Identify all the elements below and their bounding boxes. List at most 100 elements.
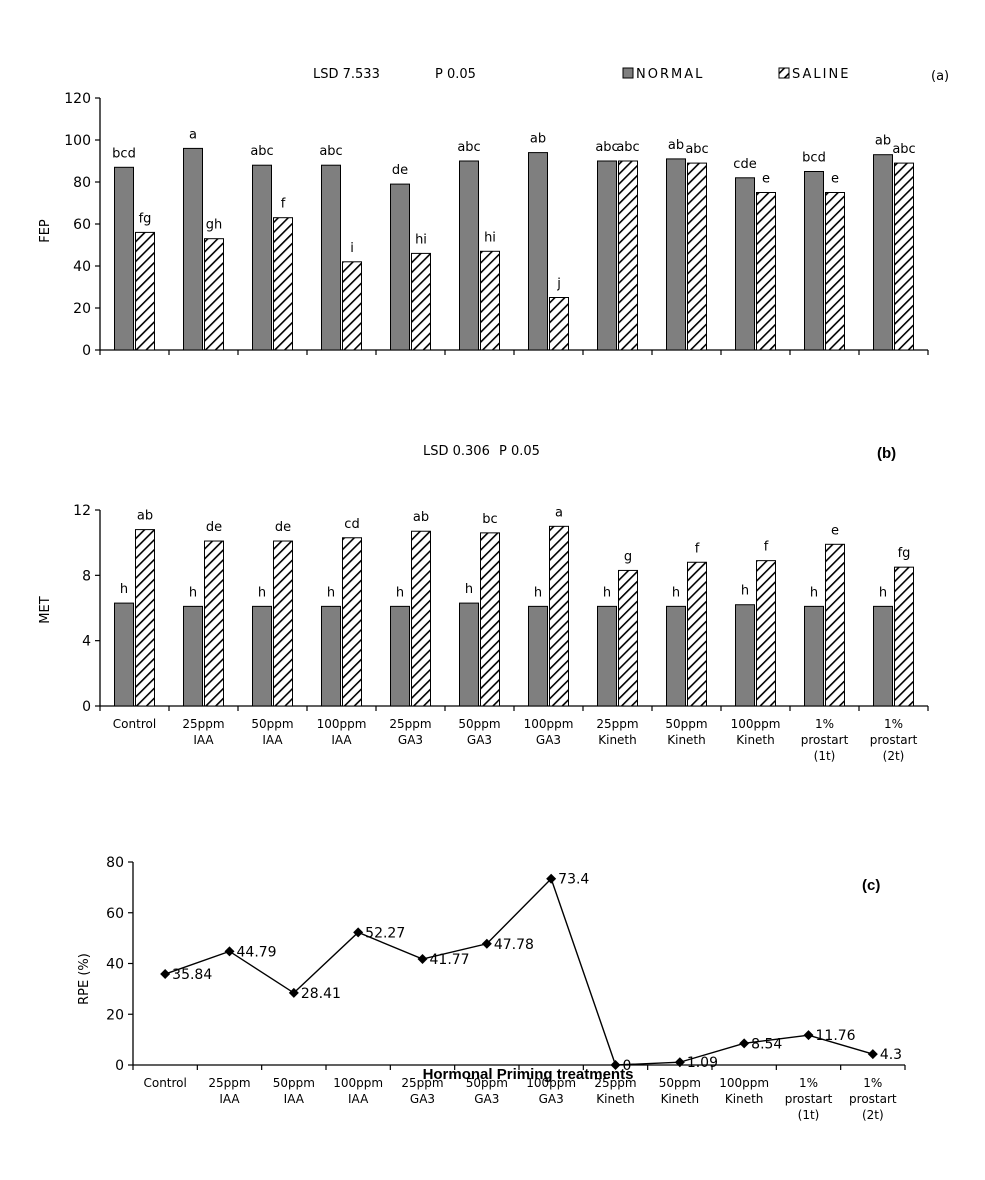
- bar-saline: [756, 560, 776, 707]
- y-tick-label: 80: [106, 855, 124, 871]
- y-tick-label: 0: [82, 699, 91, 715]
- bar-normal: [321, 164, 341, 351]
- data-label: 41.77: [430, 952, 470, 968]
- bar-label-saline: de: [275, 520, 291, 535]
- lsd-text-b: LSD 0.306: [423, 444, 490, 459]
- data-point-marker: [739, 1038, 750, 1049]
- bar-label-normal: h: [120, 582, 128, 597]
- x-tick-label: 25ppm: [389, 717, 431, 731]
- x-tick-label: GA3: [536, 733, 561, 747]
- y-axis-label-a: FEP: [38, 219, 53, 243]
- x-tick-label: 50ppm: [251, 717, 293, 731]
- x-tick-label: 100ppm: [731, 717, 781, 731]
- x-tick-label: 100ppm: [333, 1076, 383, 1090]
- bar-label-normal: abc: [250, 144, 273, 159]
- bar-saline: [204, 540, 224, 707]
- bar-saline: [273, 217, 293, 351]
- bar-normal: [390, 605, 410, 707]
- y-axis-label-b: MET: [38, 596, 53, 623]
- bar-normal: [459, 160, 479, 351]
- x-tick-label: 100ppm: [719, 1076, 769, 1090]
- bar-label-normal: cde: [733, 157, 756, 172]
- bar-label-normal: abc: [319, 144, 342, 159]
- x-tick-label: (1t): [814, 749, 836, 763]
- data-label: 1.09: [687, 1055, 718, 1071]
- x-tick-label: prostart: [785, 1092, 833, 1106]
- bar-label-normal: h: [534, 585, 542, 600]
- x-tick-label: GA3: [398, 733, 423, 747]
- bar-saline: [825, 543, 845, 707]
- x-axis-label-c: Hormonal Priming treatments: [423, 1066, 634, 1083]
- x-tick-label: Kineth: [598, 733, 637, 747]
- bar-label-saline: abc: [685, 142, 708, 157]
- bar-normal: [114, 166, 134, 351]
- y-tick-label: 40: [106, 957, 124, 973]
- bar-label-normal: h: [879, 585, 887, 600]
- y-tick-label: 0: [82, 343, 91, 359]
- p-text-b: P 0.05: [499, 444, 540, 459]
- x-tick-label: (1t): [798, 1108, 820, 1122]
- y-tick-label: 40: [73, 259, 91, 275]
- bar-label-saline: e: [762, 172, 770, 187]
- y-tick-label: 20: [106, 1007, 124, 1023]
- bar-label-normal: h: [258, 585, 266, 600]
- x-tick-label: 25ppm: [208, 1076, 250, 1090]
- series-line: [164, 877, 874, 1066]
- x-tick-label: prostart: [801, 733, 849, 747]
- x-tick-label: 50ppm: [458, 717, 500, 731]
- bar-label-normal: h: [465, 582, 473, 597]
- x-tick-label: Kineth: [661, 1092, 700, 1106]
- x-tick-label: IAA: [193, 733, 214, 747]
- data-point-marker: [610, 1060, 621, 1070]
- bar-label-saline: f: [764, 540, 769, 555]
- x-tick-label: 50ppm: [466, 1076, 508, 1090]
- bar-saline: [135, 231, 155, 351]
- bar-label-normal: bcd: [112, 146, 136, 161]
- data-label: 52.27: [365, 925, 405, 941]
- bar-saline: [342, 537, 362, 707]
- x-tick-label: GA3: [410, 1092, 435, 1106]
- bar-normal: [735, 177, 755, 351]
- y-tick-label: 8: [82, 568, 91, 584]
- bar-saline: [894, 566, 914, 707]
- data-label: 28.41: [301, 986, 341, 1002]
- x-tick-label: GA3: [467, 733, 492, 747]
- data-label: 8.54: [751, 1036, 782, 1052]
- bar-label-normal: h: [396, 585, 404, 600]
- data-point-marker: [353, 927, 364, 938]
- bar-saline: [894, 162, 914, 351]
- bar-label-saline: abc: [892, 142, 915, 157]
- bar-saline: [618, 160, 638, 351]
- y-tick-label: 60: [106, 906, 124, 922]
- bar-normal: [252, 164, 272, 351]
- x-tick-label: prostart: [849, 1092, 897, 1106]
- bar-normal: [321, 605, 341, 707]
- bar-normal: [666, 605, 686, 707]
- panel-label-b: (b): [877, 445, 896, 462]
- x-tick-label: Kineth: [667, 733, 706, 747]
- bar-normal: [459, 602, 479, 707]
- bar-label-normal: a: [189, 127, 197, 142]
- bar-label-saline: gh: [206, 218, 223, 233]
- x-tick-label: Kineth: [736, 733, 775, 747]
- data-label: 73.4: [558, 872, 589, 888]
- bar-saline: [411, 530, 431, 707]
- bar-label-normal: abc: [595, 140, 618, 155]
- data-point-marker: [867, 1049, 878, 1060]
- data-label: 0: [623, 1058, 632, 1074]
- y-tick-label: 20: [73, 301, 91, 317]
- data-label: 35.84: [172, 967, 212, 983]
- bar-label-normal: h: [672, 585, 680, 600]
- x-tick-label: 50ppm: [273, 1076, 315, 1090]
- x-tick-label: 1%: [815, 717, 834, 731]
- x-tick-label: Control: [143, 1076, 186, 1090]
- bar-normal: [390, 183, 410, 351]
- bar-normal: [804, 605, 824, 707]
- data-point-marker: [224, 946, 235, 957]
- bar-normal: [528, 152, 548, 351]
- x-tick-label: (2t): [862, 1108, 884, 1122]
- x-tick-label: 100ppm: [317, 717, 367, 731]
- bar-normal: [114, 602, 134, 707]
- bar-label-normal: ab: [668, 138, 684, 153]
